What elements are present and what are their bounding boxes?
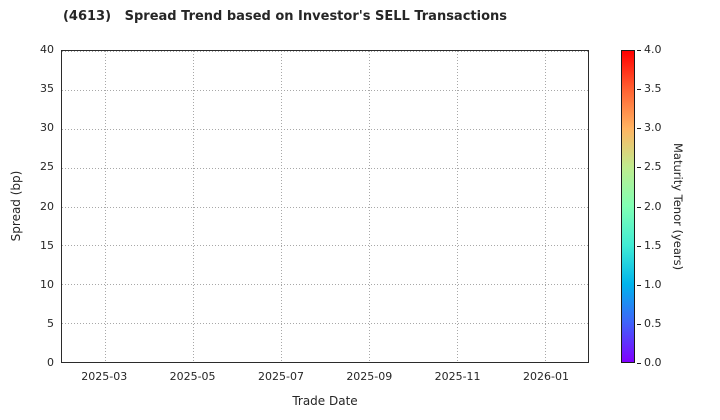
x-axis-label: Trade Date bbox=[292, 394, 358, 408]
plot-area bbox=[61, 50, 589, 363]
colorbar-tick-label: 2.5 bbox=[644, 160, 662, 174]
y-gridline bbox=[62, 284, 588, 286]
y-tick-label: 30 bbox=[40, 121, 54, 135]
colorbar-tick-label: 3.0 bbox=[644, 121, 662, 135]
y-gridline bbox=[62, 51, 588, 52]
y-gridline bbox=[62, 323, 588, 325]
colorbar-tick-label: 3.5 bbox=[644, 82, 662, 96]
y-tick-label: 25 bbox=[40, 160, 54, 174]
x-tick-label: 2025-05 bbox=[169, 370, 216, 383]
x-tick-label: 2026-01 bbox=[523, 370, 569, 383]
y-tick-label: 5 bbox=[47, 316, 54, 330]
y-tick-label: 20 bbox=[40, 199, 54, 213]
colorbar-tick-label: 0.5 bbox=[644, 316, 662, 330]
x-tick-label: 2025-07 bbox=[258, 370, 304, 383]
y-gridline bbox=[62, 206, 588, 208]
colorbar-tick-mark bbox=[637, 128, 641, 130]
x-tick-label: 2025-11 bbox=[434, 370, 481, 383]
colorbar-tick-label: 1.0 bbox=[644, 277, 662, 291]
y-gridline bbox=[62, 167, 588, 169]
y-tick-label: 15 bbox=[40, 238, 54, 252]
y-gridline bbox=[62, 128, 588, 130]
colorbar-tick-label: 1.5 bbox=[644, 238, 662, 252]
colorbar-tick-mark bbox=[637, 245, 641, 247]
chart-title: (4613) Spread Trend based on Investor's … bbox=[62, 9, 508, 24]
y-gridline bbox=[62, 245, 588, 247]
colorbar-tick-label: 0.0 bbox=[644, 356, 662, 369]
colorbar-tick-label: 4.0 bbox=[644, 43, 662, 56]
y-tick-label: 10 bbox=[40, 277, 54, 291]
y-tick-labels: 0 5 10 15 20 25 30 35 40 bbox=[0, 43, 54, 369]
colorbar-tick-mark bbox=[637, 167, 641, 169]
x-tick-label: 2025-09 bbox=[346, 370, 393, 383]
colorbar-tick-mark bbox=[637, 284, 641, 286]
colorbar-tick-label: 2.0 bbox=[644, 199, 662, 213]
x-tick-labels: 2025-03 2025-05 2025-07 2025-09 2025-11 2026-… bbox=[61, 370, 589, 384]
y-gridline bbox=[62, 89, 588, 91]
colorbar-tick-mark bbox=[637, 50, 641, 51]
colorbar-axis-label: Maturity Tenor (years) bbox=[671, 142, 685, 271]
y-tick-label: 40 bbox=[40, 43, 54, 56]
x-tick-label: 2025-03 bbox=[81, 370, 128, 383]
colorbar-tick-mark bbox=[637, 363, 641, 364]
colorbar-tick-mark bbox=[637, 206, 641, 208]
colorbar-tick-mark bbox=[637, 323, 641, 325]
y-tick-label: 0 bbox=[47, 356, 54, 369]
colorbar-tick-mark bbox=[637, 89, 641, 91]
y-tick-label: 35 bbox=[40, 82, 54, 96]
colorbar bbox=[621, 50, 635, 363]
